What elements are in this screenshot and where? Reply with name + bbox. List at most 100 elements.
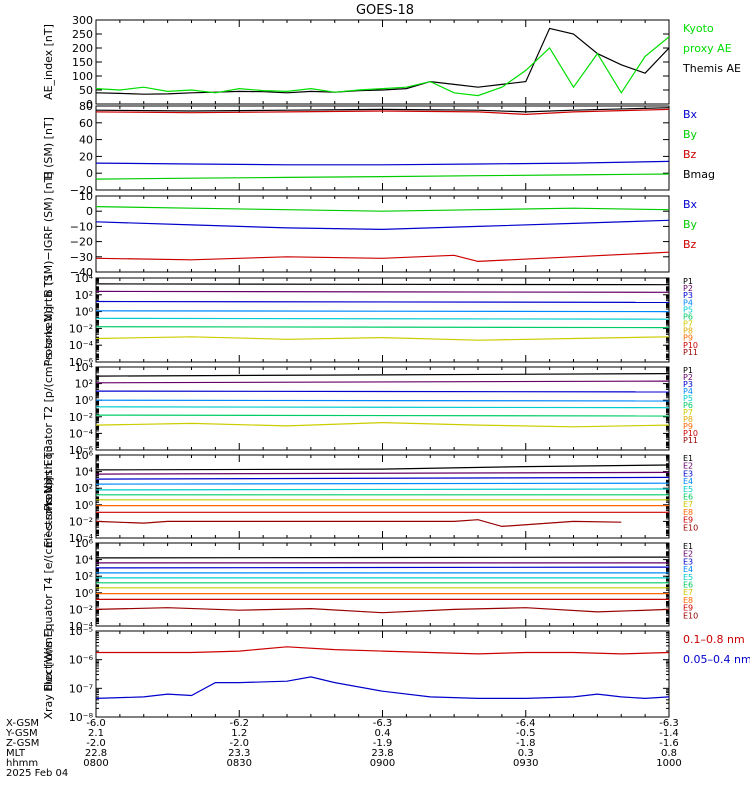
axis-row-value: 0800 xyxy=(83,758,108,769)
axis-row-value: 2.1 xyxy=(88,728,104,739)
series-group xyxy=(96,646,669,700)
axis-row-value: -2.0 xyxy=(229,738,249,749)
panel-6: 10⁻⁴ 10⁻² 10⁰ 10² 10⁴ 10⁶ Electrons North T3 E1… xyxy=(42,445,698,547)
ytick-label: 10⁻² xyxy=(69,411,93,424)
ytick-label: 10⁰ xyxy=(75,306,94,319)
legend-entry: Bz xyxy=(683,238,697,251)
series-line-p3 xyxy=(96,390,669,393)
series-line-by xyxy=(96,206,669,212)
series-line-0-05-0-4-nm xyxy=(96,676,669,700)
panel-2: −20 0 20 40 60 80 B (SM) [nT] Bx By Bz Bmag xyxy=(42,100,715,197)
ytick-label: 20 xyxy=(79,150,93,163)
panel-5: 10⁻⁶ 10⁻⁴ 10⁻² 10⁰ 10² 10⁴ Protons Equator T2 … xyxy=(42,306,698,511)
legend-entry: Themis AE xyxy=(682,62,741,75)
series-line-p2 xyxy=(96,290,669,293)
legend-entry: P10 xyxy=(683,341,698,350)
series-group xyxy=(96,206,669,263)
legend-entry: E10 xyxy=(683,611,698,620)
legend-entry: P4 xyxy=(683,387,693,396)
series-line-e4 xyxy=(96,482,669,485)
legend-entry: P9 xyxy=(683,422,693,431)
axis-row-label: X-GSM xyxy=(6,718,39,729)
series-line-p7 xyxy=(96,421,669,428)
axis-row-value: 0900 xyxy=(370,758,395,769)
legend-entry: P3 xyxy=(683,380,693,389)
legend-entry: E4 xyxy=(683,565,693,574)
ytick-label: 0 xyxy=(86,167,93,180)
legend-entry: Kyoto xyxy=(683,22,714,35)
ytick-label: 10⁰ xyxy=(75,587,94,600)
ytick-label: 50 xyxy=(79,84,93,97)
series-line-p4 xyxy=(96,399,669,402)
legend-entry: E3 xyxy=(683,557,693,566)
ytick-label: 10⁻⁶ xyxy=(69,356,94,369)
panel-frame xyxy=(95,105,670,191)
axis-row-value: 23.3 xyxy=(228,748,250,759)
series-line-bx xyxy=(96,160,669,166)
legend-entry: E7 xyxy=(683,588,693,597)
legend-entry: P7 xyxy=(683,408,693,417)
legend-entry: Bx xyxy=(683,108,698,121)
axis-row-value: 23.8 xyxy=(371,748,393,759)
axis-row-value: 0.4 xyxy=(375,728,391,739)
series-group xyxy=(96,283,669,341)
ytick-label: 10² xyxy=(75,570,93,583)
ytick-label: 10⁴ xyxy=(75,361,94,374)
ytick-label: −40 xyxy=(70,266,93,279)
legend-entry: E6 xyxy=(683,493,693,502)
legend-entry: Bmag xyxy=(683,168,715,181)
panel-3: −40 −30 −20 −10 0 10 B (SM)−IGRF (SM) [nT] Bx By… xyxy=(42,171,698,296)
legend-entry: P5 xyxy=(683,305,693,314)
ytick-label: 10⁻² xyxy=(69,322,93,335)
legend-entry: E9 xyxy=(683,516,693,525)
ytick-label: 80 xyxy=(79,100,93,113)
legend-entry: P2 xyxy=(683,284,693,293)
legend-entry: E6 xyxy=(683,581,693,590)
legend-entry: Bx xyxy=(683,198,698,211)
ytick-label: 10⁰ xyxy=(75,394,94,407)
ylabel: B (SM)−IGRF (SM) [nT] xyxy=(42,171,55,296)
ytick-label: −20 xyxy=(70,184,93,197)
axis-row-label: hhmm xyxy=(6,758,38,769)
ytick-label: 10² xyxy=(75,378,93,391)
ytick-label: 10⁶ xyxy=(75,537,94,550)
series-group xyxy=(96,27,669,97)
ytick-label: 10⁻⁸ xyxy=(69,711,94,724)
legend-entry: E10 xyxy=(683,523,698,532)
axis-row-value: -2.0 xyxy=(86,738,106,749)
axis-row-value: 1000 xyxy=(656,758,681,769)
series-line-p5 xyxy=(96,406,669,409)
ytick-label: 10⁻⁴ xyxy=(69,427,94,440)
axis-row-value: -0.5 xyxy=(516,728,536,739)
axis-row-value: 0930 xyxy=(513,758,538,769)
ytick-label: 150 xyxy=(72,56,93,69)
axis-row-value: 0.3 xyxy=(518,748,534,759)
axis-row-value: -6.0 xyxy=(86,718,106,729)
legend-entry: P7 xyxy=(683,320,693,329)
legend-entry: E1 xyxy=(683,542,693,551)
legend-entry: E4 xyxy=(683,477,693,486)
ytick-label: 0 xyxy=(86,98,93,111)
ytick-label: 10⁰ xyxy=(75,499,94,512)
legend-entry: P3 xyxy=(683,291,693,300)
series-line-p3 xyxy=(96,300,669,303)
series-line-p1 xyxy=(96,283,669,286)
legend-entry: 0.1–0.8 nm xyxy=(683,633,745,646)
series-group xyxy=(96,556,669,614)
ytick-label: 10⁻² xyxy=(69,515,93,528)
legend-entry: E7 xyxy=(683,500,693,509)
axis-row-value: -6.4 xyxy=(516,718,536,729)
series-line-e1 xyxy=(96,464,669,471)
legend-entry: Bz xyxy=(683,148,697,161)
legend-entry: By xyxy=(683,128,698,141)
ytick-label: 10⁻⁶ xyxy=(69,654,94,667)
legend-entry: proxy AE xyxy=(683,42,732,55)
legend-entry: P2 xyxy=(683,373,693,382)
legend-entry: P6 xyxy=(683,312,693,321)
ytick-label: −10 xyxy=(70,220,93,233)
legend-entry: E5 xyxy=(683,573,693,582)
legend-entry: By xyxy=(683,218,698,231)
axis-row-value: -1.8 xyxy=(516,738,536,749)
axis-row-value: 1.2 xyxy=(231,728,247,739)
